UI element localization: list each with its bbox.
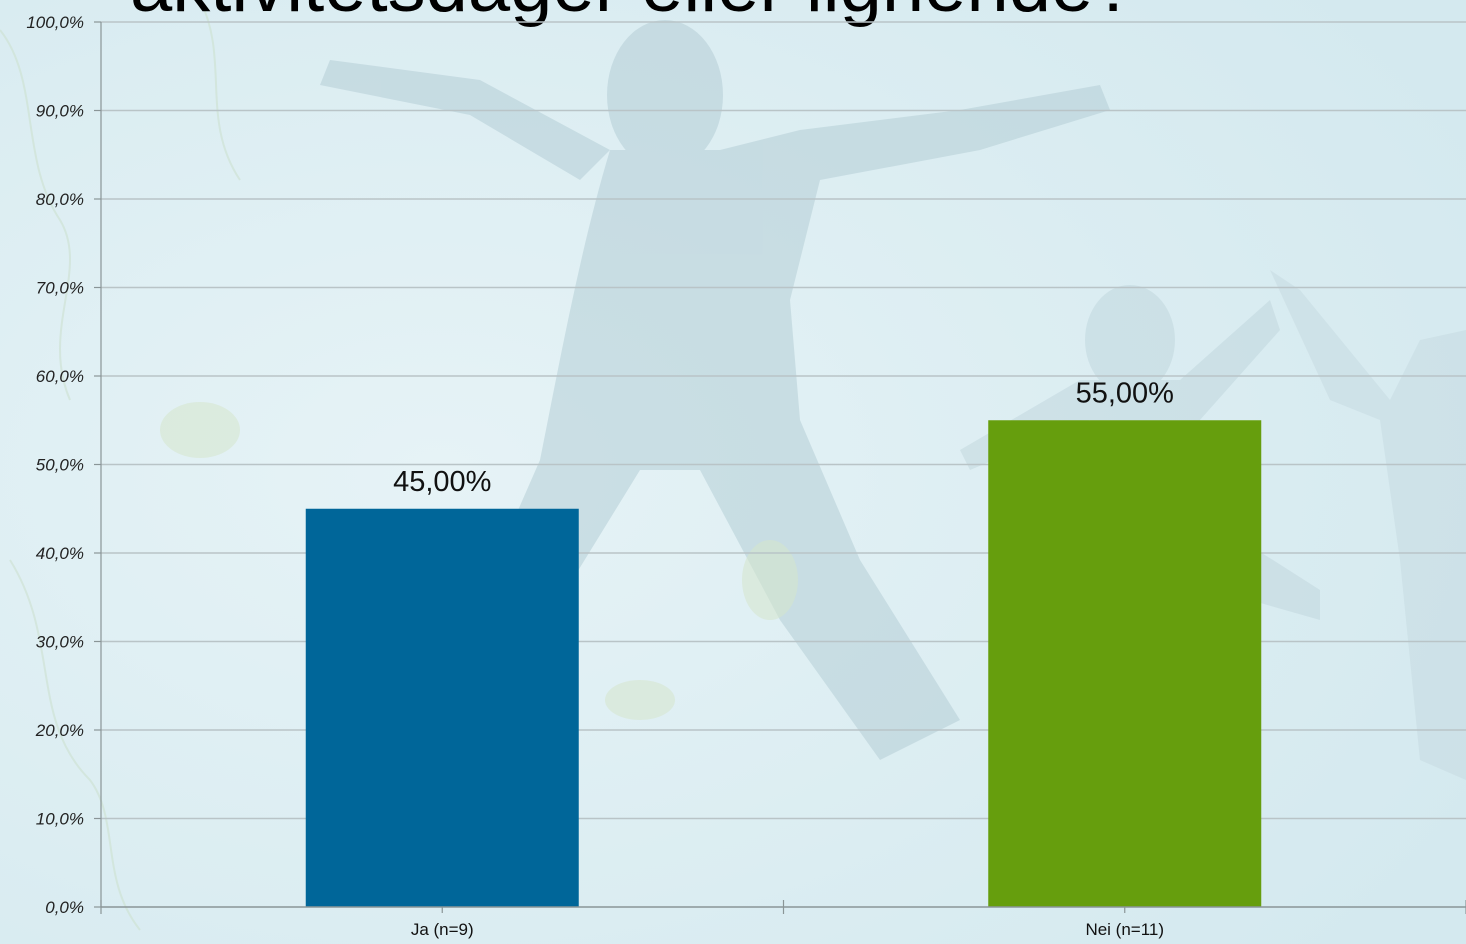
x-category-label: Nei (n=11) bbox=[1085, 920, 1164, 939]
data-labels: 45,00% 55,00% bbox=[393, 377, 1174, 498]
y-tick-label: 90,0% bbox=[36, 102, 84, 121]
x-category-label: Ja (n=9) bbox=[411, 920, 474, 939]
data-label: 55,00% bbox=[1076, 377, 1174, 409]
y-tick-label: 50,0% bbox=[36, 456, 84, 475]
y-tick-label: 80,0% bbox=[36, 190, 84, 209]
bar-ja bbox=[305, 508, 579, 907]
third-figure-silhouette bbox=[1270, 270, 1466, 780]
jumping-figure-silhouette bbox=[320, 20, 1110, 780]
y-tick-label: 30,0% bbox=[36, 633, 84, 652]
y-tick-label: 10,0% bbox=[36, 810, 84, 829]
bar-nei bbox=[988, 420, 1262, 907]
slide-title: aktivitetsdager eller lignende? bbox=[130, 0, 1136, 24]
y-tick-label: 0,0% bbox=[45, 898, 84, 917]
y-tick-label: 20,0% bbox=[35, 721, 84, 740]
y-tick-label: 70,0% bbox=[36, 279, 84, 298]
data-label: 45,00% bbox=[393, 466, 491, 498]
y-tick-label: 100,0% bbox=[26, 13, 84, 32]
x-axis bbox=[100, 900, 1466, 914]
y-axis-ticks: 0,0% 10,0% 20,0% 30,0% 40,0% 50,0% 60,0% 70,0% 8… bbox=[26, 13, 102, 917]
x-axis-labels: Ja (n=9) Nei (n=11) bbox=[411, 920, 1164, 939]
decorative-leaves bbox=[160, 402, 798, 720]
y-tick-label: 40,0% bbox=[36, 544, 84, 563]
bars bbox=[305, 420, 1262, 907]
y-tick-label: 60,0% bbox=[36, 367, 84, 386]
